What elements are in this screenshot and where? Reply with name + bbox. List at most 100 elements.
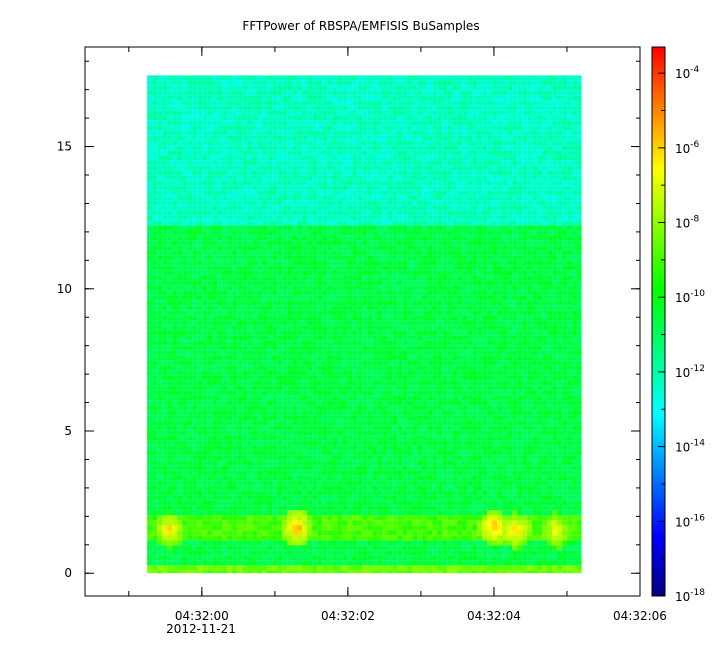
heatmap-cell [292,230,298,236]
heatmap-cell [162,190,168,196]
heatmap-cell [257,225,263,231]
heatmap-cell [512,350,518,356]
heatmap-cell [522,280,528,286]
heatmap-cell [217,130,223,136]
heatmap-cell [192,325,198,331]
heatmap-cell [467,160,473,166]
heatmap-cell [372,125,378,131]
heatmap-cell [167,145,173,151]
heatmap-cell [182,290,188,296]
heatmap-cell [327,100,333,106]
heatmap-cell [527,275,533,281]
heatmap-cell [292,265,298,271]
heatmap-cell [562,200,568,206]
heatmap-cell [177,125,183,131]
heatmap-cell [477,330,483,336]
heatmap-cell [152,160,158,166]
heatmap-cell [537,235,543,241]
heatmap-cell [552,205,558,211]
heatmap-cell [217,280,223,286]
heatmap-cell [297,80,303,86]
heatmap-cell [382,90,388,96]
heatmap-cell [417,185,423,191]
heatmap-cell [322,205,328,211]
heatmap-cell [337,155,343,161]
heatmap-cell [552,355,558,361]
heatmap-cell [302,270,308,276]
heatmap-cell [462,315,468,321]
heatmap-cell [262,290,268,296]
heatmap-cell [317,185,323,191]
heatmap-cell [352,205,358,211]
heatmap-cell [172,185,178,191]
heatmap-cell [557,325,563,331]
heatmap-cell [437,320,443,326]
heatmap-cell [252,360,258,366]
heatmap-cell [477,185,483,191]
heatmap-cell [327,310,333,316]
heatmap-cell [402,210,408,216]
heatmap-cell [157,300,163,306]
heatmap-cell [577,330,582,336]
heatmap-cell [212,135,218,141]
heatmap-cell [472,130,478,136]
heatmap-cell [487,345,493,351]
heatmap-cell [492,210,498,216]
heatmap-cell [492,305,498,311]
heatmap-cell [387,155,393,161]
heatmap-cell [152,350,158,356]
heatmap-cell [212,300,218,306]
heatmap-cell [367,105,373,111]
heatmap-cell [207,180,213,186]
heatmap-cell [277,185,283,191]
heatmap-cell [422,130,428,136]
heatmap-cell [237,220,243,226]
heatmap-cell [282,265,288,271]
heatmap-cell [567,210,573,216]
heatmap-cell [182,280,188,286]
heatmap-cell [437,225,443,231]
heatmap-cell [237,80,243,86]
heatmap-cell [362,150,368,156]
heatmap-cell [182,210,188,216]
heatmap-cell [217,250,223,256]
heatmap-cell [377,110,383,116]
heatmap-cell [237,235,243,241]
heatmap-cell [222,100,228,106]
heatmap-cell [272,145,278,151]
heatmap-cell [567,315,573,321]
heatmap-cell [237,145,243,151]
heatmap-cell [342,295,348,301]
heatmap-cell [497,345,503,351]
heatmap-cell [507,270,513,276]
heatmap-cell [177,150,183,156]
heatmap-cell [187,80,193,86]
heatmap-cell [517,135,523,141]
heatmap-cell [237,290,243,296]
heatmap-cell [187,120,193,126]
heatmap-cell [362,175,368,181]
heatmap-cell [272,85,278,91]
heatmap-cell [432,335,438,341]
heatmap-cell [537,130,543,136]
heatmap-cell [327,315,333,321]
heatmap-cell [347,265,353,271]
heatmap-cell [332,265,338,271]
heatmap-cell [437,170,443,176]
heatmap-cell [552,250,558,256]
heatmap-cell [272,315,278,321]
heatmap-cell [282,105,288,111]
heatmap-cell [292,255,298,261]
heatmap-cell [487,280,493,286]
heatmap-cell [352,165,358,171]
heatmap-cell [147,80,153,86]
heatmap-cell [572,335,578,341]
heatmap-cell [427,140,433,146]
heatmap-cell [377,210,383,216]
heatmap-cell [262,255,268,261]
heatmap-cell [412,300,418,306]
heatmap-cell [162,250,168,256]
heatmap-cell [572,210,578,216]
heatmap-cell [217,285,223,291]
heatmap-cell [372,250,378,256]
